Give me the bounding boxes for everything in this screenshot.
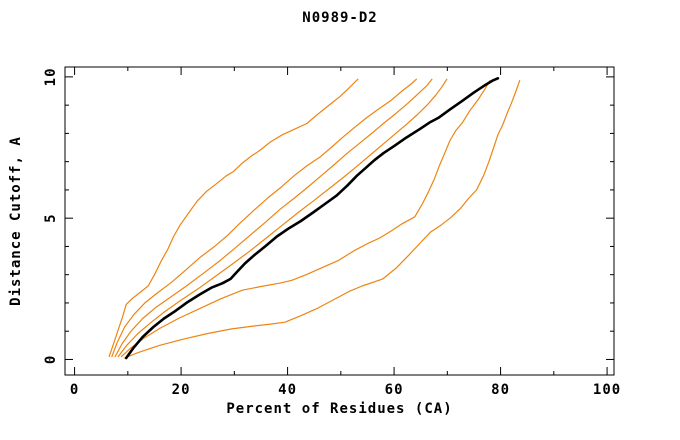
x-tick-label: 20 [172,382,191,398]
highlighted-model-curve [124,77,500,360]
y-tick-label: 0 [43,355,59,364]
model-curve-6 [123,79,521,359]
chart-title: N0989-D2 [302,10,378,26]
plot-frame [64,66,615,376]
model-curve-5 [120,79,491,358]
model-curve-2 [111,78,417,358]
x-tick-label: 80 [491,382,510,398]
x-tick-label: 60 [385,382,404,398]
x-axis-title: Percent of Residues (CA) [226,401,453,417]
x-tick-label: 40 [278,382,297,398]
x-tick-label: 100 [593,382,621,398]
x-tick-label: 0 [70,382,79,398]
y-axis-title: Distance Cutoff, A [8,136,24,306]
model-curve-4 [117,78,448,358]
y-tick-label: 5 [43,213,59,222]
model-curve-3 [114,78,433,358]
y-tick-label: 10 [43,67,59,86]
model-curve-1 [108,78,359,358]
